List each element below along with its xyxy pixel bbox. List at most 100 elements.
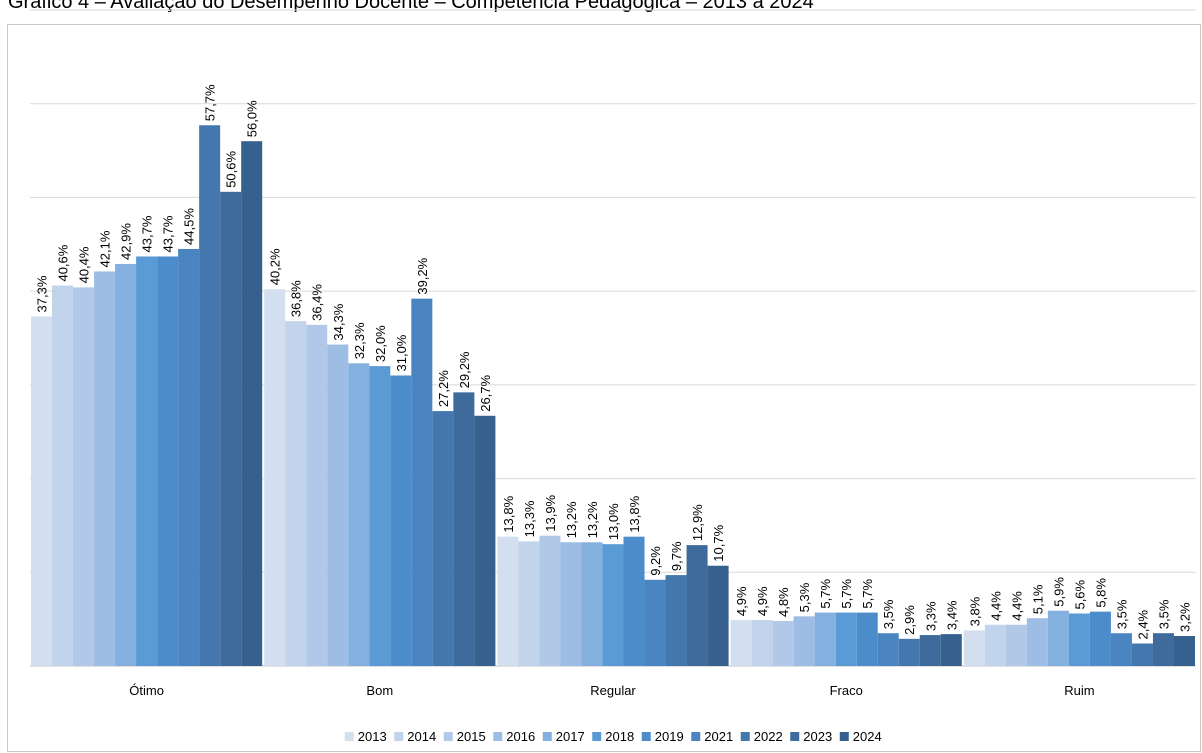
bar [52,286,73,666]
data-label: 9,2% [648,546,663,576]
data-label: 5,1% [1030,584,1045,614]
data-label: 3,2% [1177,602,1192,632]
bar [285,321,306,666]
bar [474,416,495,666]
data-label: 36,8% [289,280,304,317]
bar [518,541,539,666]
bar [178,249,199,666]
legend-swatch [345,732,354,741]
bar [1132,644,1153,666]
data-label: 3,5% [1156,599,1171,629]
bar [602,544,623,666]
data-label: 13,2% [564,501,579,538]
data-label: 9,7% [669,541,684,571]
bar [390,375,411,666]
data-label: 13,3% [522,500,537,537]
bar [539,536,560,666]
bar [964,630,985,666]
data-label: 2,9% [902,605,917,635]
category-label: Ruim [1064,683,1094,698]
data-label: 4,4% [1009,591,1024,621]
data-label: 36,4% [310,284,325,321]
data-label: 3,5% [1114,599,1129,629]
bar [752,620,773,666]
legend-label: 2019 [655,729,684,744]
bar [941,634,962,666]
bar [836,613,857,666]
data-label: 39,2% [415,257,430,294]
data-label: 4,9% [734,586,749,616]
data-label: 43,7% [140,215,155,252]
bar [645,580,666,666]
bar [985,625,1006,666]
legend-swatch [741,732,750,741]
legend-label: 2021 [704,729,733,744]
data-label: 2,4% [1135,609,1150,639]
bar [581,542,602,666]
bar [157,256,178,666]
legend-label: 2015 [457,729,486,744]
data-label: 32,3% [352,322,367,359]
legend-label: 2013 [358,729,387,744]
bar [306,325,327,666]
data-label: 42,1% [98,230,113,267]
data-label: 3,5% [881,599,896,629]
data-label: 29,2% [457,351,472,388]
data-label: 5,8% [1093,578,1108,608]
bar [1111,633,1132,666]
data-label: 5,7% [839,579,854,609]
data-label: 3,8% [967,596,982,626]
legend-label: 2014 [407,729,436,744]
data-label: 26,7% [478,374,493,411]
bar [327,345,348,666]
bar [369,366,390,666]
data-label: 4,8% [776,587,791,617]
bar [1153,633,1174,666]
bar [920,635,941,666]
bar [815,613,836,666]
bar [1027,618,1048,666]
category-label: Bom [366,683,393,698]
legend-label: 2022 [754,729,783,744]
bar [31,316,52,666]
legend-swatch [840,732,849,741]
data-label: 5,6% [1072,579,1087,609]
data-label: 13,2% [585,501,600,538]
data-label: 37,3% [35,275,50,312]
data-label: 57,7% [203,84,218,121]
data-label: 40,6% [56,244,71,281]
category-label: Regular [590,683,636,698]
bar [432,411,453,666]
bar [220,192,241,666]
data-label: 5,9% [1051,577,1066,607]
data-label: 12,9% [690,504,705,541]
bar [411,299,432,666]
bar [1069,614,1090,666]
data-label: 3,4% [944,600,959,630]
data-label: 44,5% [182,208,197,245]
bar [899,639,920,666]
bar [731,620,752,666]
data-label: 40,4% [77,246,92,283]
legend: 2013 2014 2015 2016 2017 2018 2019 2021 2022 2023… [345,729,882,744]
legend-swatch [642,732,651,741]
bar [497,537,518,666]
legend-label: 2018 [605,729,634,744]
bar [264,289,285,666]
legend-label: 2016 [506,729,535,744]
data-label: 56,0% [245,100,260,137]
bar [453,392,474,666]
bar [115,264,136,666]
legend-swatch [493,732,502,741]
legend-swatch [691,732,700,741]
data-label: 5,7% [860,579,875,609]
bar [1048,611,1069,666]
bar [708,566,729,666]
data-label: 13,0% [606,503,621,540]
bar [687,545,708,666]
bar [624,537,645,666]
data-label: 34,3% [331,303,346,340]
bar [857,613,878,666]
bar [136,256,157,666]
